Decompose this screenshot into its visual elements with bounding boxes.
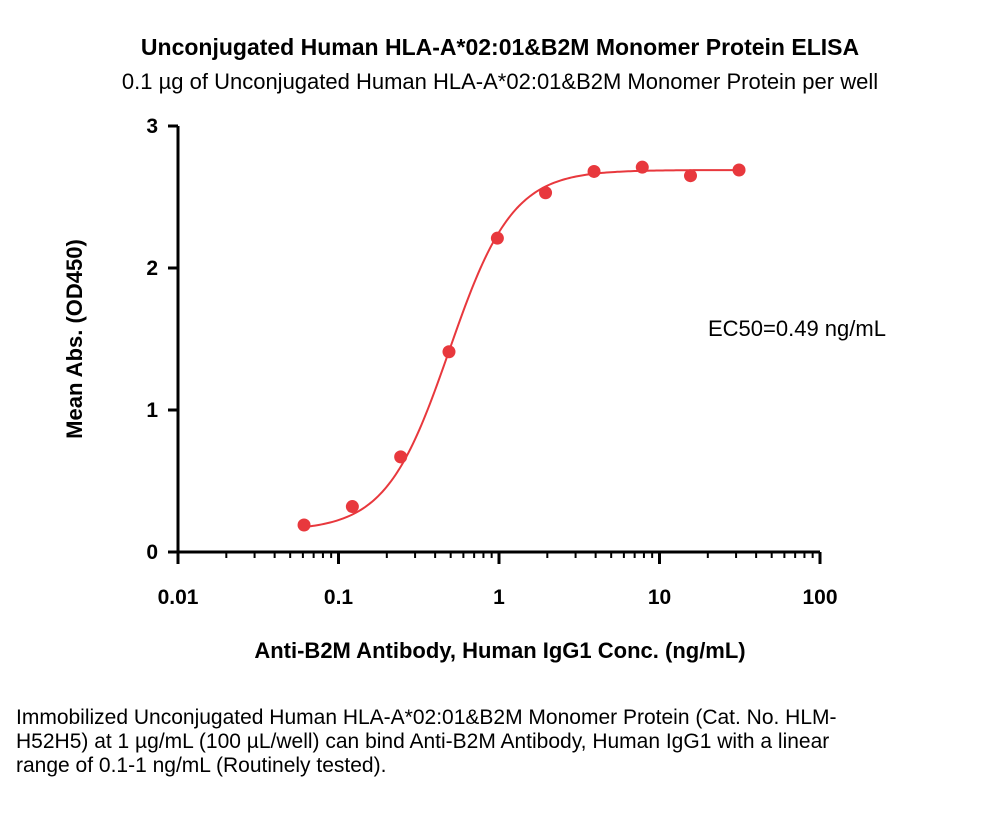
ec50-annotation: EC50=0.49 ng/mL [708,316,886,341]
chart-subtitle: 0.1 µg of Unconjugated Human HLA-A*02:01… [121,69,879,94]
y-tick-label: 3 [146,115,158,138]
y-axis-label: Mean Abs. (OD450) [62,239,87,439]
data-point [635,160,649,174]
fit-curve [303,169,740,529]
x-axis-label: Anti-B2M Antibody, Human IgG1 Conc. (ng/… [254,638,745,663]
x-tick-label: 100 [802,586,837,609]
axes: 0 1 2 3 0.01 0.1 1 10 100 [146,115,837,609]
data-point [683,169,697,183]
data-point [539,186,553,200]
data-points [297,160,746,532]
x-tick-label: 10 [648,586,671,609]
y-tick-label: 1 [146,399,158,422]
y-tick-label: 2 [146,257,158,280]
x-tick-label: 0.01 [158,586,199,609]
data-point [732,163,746,177]
data-point [345,500,359,514]
x-tick-label: 1 [493,586,505,609]
data-point [442,345,456,359]
chart-plot: 0 1 2 3 0.01 0.1 1 10 100 Anti-B2M Antibody, Hum… [62,115,838,663]
data-point [297,518,311,532]
x-tick-label: 0.1 [324,586,354,609]
data-point [490,231,504,245]
data-point [587,164,601,178]
data-point [394,450,408,464]
chart-title: Unconjugated Human HLA-A*02:01&B2M Monom… [140,34,860,60]
figure-caption: Immobilized Unconjugated Human HLA-A*02:… [16,706,837,777]
y-tick-label: 0 [146,541,158,564]
